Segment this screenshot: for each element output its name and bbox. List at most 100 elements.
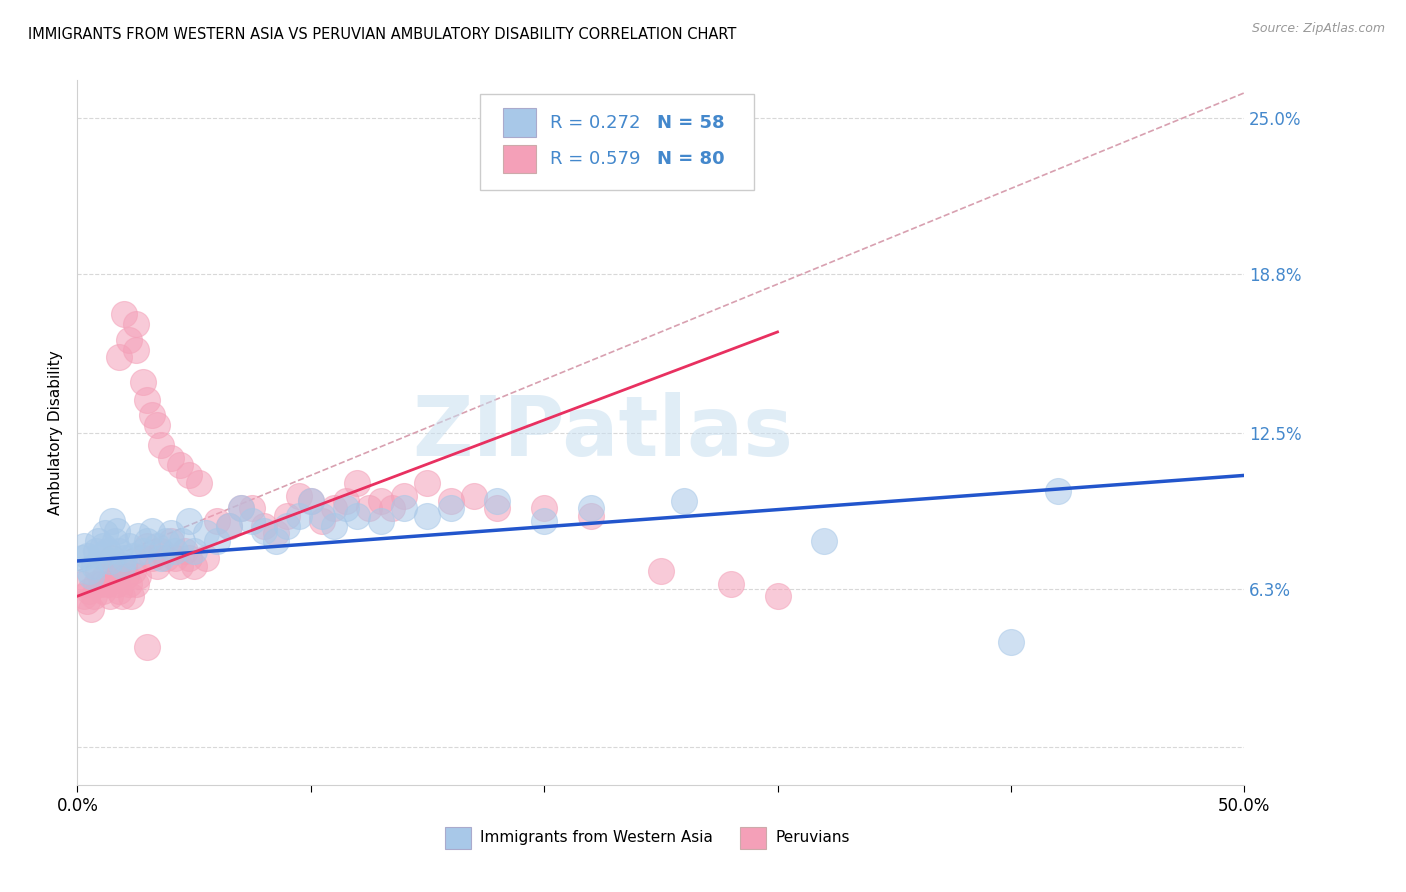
Point <box>169 559 191 574</box>
FancyBboxPatch shape <box>503 145 536 173</box>
Point <box>650 564 672 578</box>
Point <box>97 576 120 591</box>
Point <box>80 602 103 616</box>
Point <box>94 526 117 541</box>
Point <box>183 559 205 574</box>
Point <box>84 576 107 591</box>
Point <box>1046 483 1069 498</box>
Point <box>165 551 187 566</box>
Point <box>112 307 135 321</box>
Point <box>370 514 392 528</box>
Point <box>165 544 187 558</box>
Point <box>83 589 105 603</box>
Point <box>159 526 181 541</box>
Point <box>207 514 229 528</box>
Text: R = 0.272: R = 0.272 <box>550 113 641 131</box>
Point <box>87 564 110 578</box>
Point <box>323 518 346 533</box>
Point <box>194 551 217 566</box>
Point <box>108 584 131 599</box>
Point <box>229 501 252 516</box>
Point <box>242 514 264 528</box>
Point <box>91 584 114 599</box>
Point <box>87 533 110 548</box>
Point <box>76 549 98 563</box>
Point <box>122 564 145 578</box>
Point <box>242 501 264 516</box>
Point <box>112 551 135 566</box>
Point <box>253 518 276 533</box>
Point <box>533 514 555 528</box>
Point <box>118 576 141 591</box>
Point <box>76 594 98 608</box>
Point <box>70 551 93 566</box>
Point <box>150 544 173 558</box>
Point <box>150 438 173 452</box>
Point <box>105 576 128 591</box>
Point <box>131 544 153 558</box>
Point <box>416 475 439 490</box>
Point <box>486 493 509 508</box>
Point <box>70 576 93 591</box>
Point <box>101 551 124 566</box>
Text: N = 80: N = 80 <box>658 150 725 169</box>
Point <box>155 533 177 548</box>
Point <box>101 514 124 528</box>
Text: ZIPatlas: ZIPatlas <box>412 392 793 473</box>
Point <box>813 533 835 548</box>
Point <box>98 589 121 603</box>
Point <box>416 508 439 523</box>
Point <box>276 508 298 523</box>
Point <box>579 501 602 516</box>
Point <box>111 589 134 603</box>
Point <box>183 544 205 558</box>
Text: R = 0.579: R = 0.579 <box>550 150 641 169</box>
Point <box>118 333 141 347</box>
Point <box>335 501 357 516</box>
Point <box>299 493 322 508</box>
Point <box>77 564 100 578</box>
Point <box>357 501 380 516</box>
Point <box>173 544 195 558</box>
Point <box>108 544 131 558</box>
Point <box>124 318 148 332</box>
Point <box>264 533 287 548</box>
Point <box>159 533 181 548</box>
Point <box>122 549 145 563</box>
Point <box>136 392 159 407</box>
Point <box>299 493 322 508</box>
Point <box>579 508 602 523</box>
Point <box>440 493 463 508</box>
Point <box>288 489 311 503</box>
Point <box>83 559 105 574</box>
Point <box>84 544 107 558</box>
Point <box>141 551 163 566</box>
Point <box>155 551 177 566</box>
Point <box>766 589 789 603</box>
Point <box>194 526 217 541</box>
Point <box>218 518 240 533</box>
Point <box>463 489 485 503</box>
Point <box>127 529 149 543</box>
Point <box>145 539 167 553</box>
Point <box>112 559 135 574</box>
Point <box>108 350 131 364</box>
Point <box>73 589 96 603</box>
Point <box>187 475 209 490</box>
Point <box>253 524 276 538</box>
Text: IMMIGRANTS FROM WESTERN ASIA VS PERUVIAN AMBULATORY DISABILITY CORRELATION CHART: IMMIGRANTS FROM WESTERN ASIA VS PERUVIAN… <box>28 27 737 42</box>
Point <box>131 376 153 390</box>
Point <box>218 518 240 533</box>
Text: Peruvians: Peruvians <box>775 830 849 846</box>
Point <box>311 508 333 523</box>
Point <box>335 493 357 508</box>
Point <box>346 508 368 523</box>
Point <box>80 569 103 583</box>
Point <box>118 539 141 553</box>
Point <box>486 501 509 516</box>
Point <box>207 533 229 548</box>
Point <box>311 514 333 528</box>
Point <box>131 551 153 566</box>
Point <box>229 501 252 516</box>
Point <box>264 526 287 541</box>
